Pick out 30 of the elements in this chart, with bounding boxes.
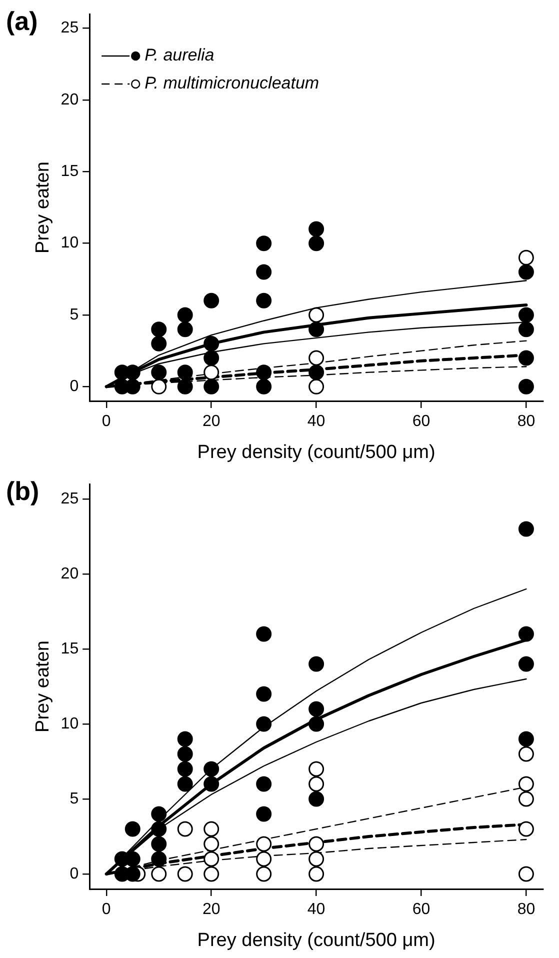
y-tick-label: 25 bbox=[60, 20, 79, 37]
x-tick-label: 0 bbox=[102, 901, 111, 918]
chart-title: (b) bbox=[6, 476, 40, 506]
y-tick-label: 15 bbox=[60, 640, 79, 658]
x-tick-label: 0 bbox=[102, 413, 111, 430]
x-tick-label: 80 bbox=[517, 413, 536, 430]
y-tick-label: 10 bbox=[60, 234, 79, 252]
x-tick-label: 40 bbox=[307, 901, 326, 918]
y-axis-title: Prey eaten bbox=[32, 162, 54, 254]
x-tick-label: 20 bbox=[202, 901, 220, 918]
x-tick-label: 20 bbox=[202, 413, 220, 430]
y-tick-label: 15 bbox=[60, 163, 79, 180]
chart-title: (a) bbox=[6, 6, 38, 36]
y-tick-label: 5 bbox=[70, 306, 79, 324]
x-tick-label: 60 bbox=[412, 413, 430, 430]
legend-label: P. multimicronucleatum bbox=[144, 74, 320, 93]
x-tick-label: 40 bbox=[307, 413, 326, 430]
x-axis-title: Prey density (count/500 μm) bbox=[197, 442, 436, 463]
x-tick-label: 60 bbox=[412, 901, 430, 918]
y-tick-label: 25 bbox=[60, 490, 79, 508]
legend-label: P. aurelia bbox=[144, 46, 214, 65]
y-tick-label: 20 bbox=[60, 91, 79, 108]
y-tick-label: 20 bbox=[60, 565, 79, 582]
y-tick-label: 0 bbox=[70, 378, 79, 396]
y-tick-label: 0 bbox=[70, 865, 79, 882]
x-tick-label: 80 bbox=[517, 901, 536, 918]
x-axis-title: Prey density (count/500 μm) bbox=[197, 930, 436, 951]
y-tick-label: 10 bbox=[60, 715, 79, 732]
y-axis-title: Prey eaten bbox=[32, 640, 54, 732]
y-tick-label: 5 bbox=[70, 790, 79, 808]
